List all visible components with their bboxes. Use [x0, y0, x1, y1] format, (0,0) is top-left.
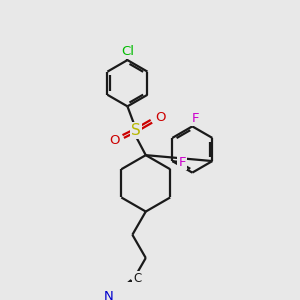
- Text: O: O: [109, 134, 119, 147]
- Text: Cl: Cl: [121, 45, 134, 58]
- Text: N: N: [104, 290, 114, 300]
- Text: F: F: [178, 156, 186, 169]
- Text: O: O: [155, 111, 166, 124]
- Text: F: F: [191, 112, 199, 125]
- Text: S: S: [131, 123, 141, 138]
- Text: C: C: [133, 272, 142, 285]
